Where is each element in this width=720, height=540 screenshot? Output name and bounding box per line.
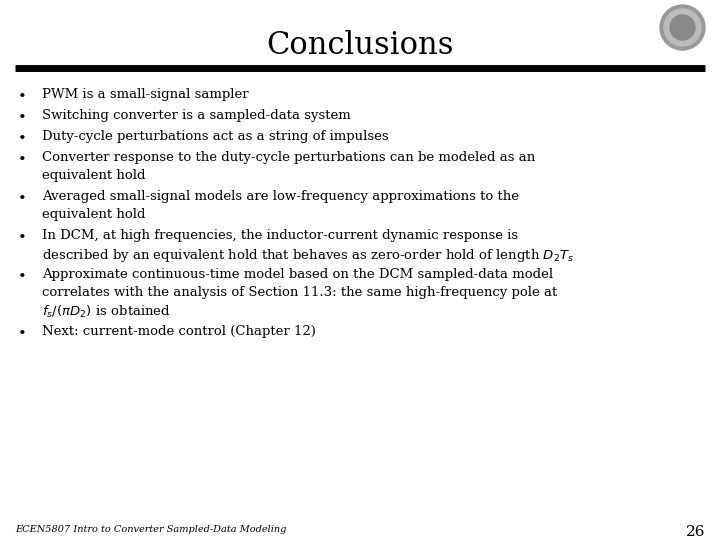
Text: •: • [18, 270, 27, 284]
Text: •: • [18, 327, 27, 341]
Text: •: • [18, 111, 27, 125]
Text: equivalent hold: equivalent hold [42, 169, 145, 182]
Text: Conclusions: Conclusions [266, 30, 454, 61]
Text: •: • [18, 192, 27, 206]
Text: equivalent hold: equivalent hold [42, 208, 145, 221]
Text: Duty-cycle perturbations act as a string of impulses: Duty-cycle perturbations act as a string… [42, 130, 389, 143]
Text: •: • [18, 231, 27, 245]
Text: PWM is a small-signal sampler: PWM is a small-signal sampler [42, 88, 248, 101]
Text: Switching converter is a sampled-data system: Switching converter is a sampled-data sy… [42, 109, 351, 122]
Text: $f_s/(\pi D_2)$ is obtained: $f_s/(\pi D_2)$ is obtained [42, 304, 171, 320]
Text: correlates with the analysis of Section 11.3: the same high-frequency pole at: correlates with the analysis of Section … [42, 286, 557, 299]
Circle shape [670, 15, 695, 40]
Text: •: • [18, 90, 27, 104]
Text: described by an equivalent hold that behaves as zero-order hold of length $D_2T_: described by an equivalent hold that beh… [42, 247, 574, 264]
Text: Next: current-mode control (Chapter 12): Next: current-mode control (Chapter 12) [42, 325, 316, 338]
Text: Approximate continuous-time model based on the DCM sampled-data model: Approximate continuous-time model based … [42, 268, 553, 281]
Text: Averaged small-signal models are low-frequency approximations to the: Averaged small-signal models are low-fre… [42, 190, 519, 203]
Circle shape [664, 9, 701, 46]
Text: ECEN5807 Intro to Converter Sampled-Data Modeling: ECEN5807 Intro to Converter Sampled-Data… [15, 525, 287, 534]
Text: •: • [18, 153, 27, 167]
Text: •: • [18, 132, 27, 146]
Text: Converter response to the duty-cycle perturbations can be modeled as an: Converter response to the duty-cycle per… [42, 151, 535, 164]
Text: 26: 26 [685, 525, 705, 539]
Circle shape [660, 5, 705, 50]
Text: In DCM, at high frequencies, the inductor-current dynamic response is: In DCM, at high frequencies, the inducto… [42, 229, 518, 242]
